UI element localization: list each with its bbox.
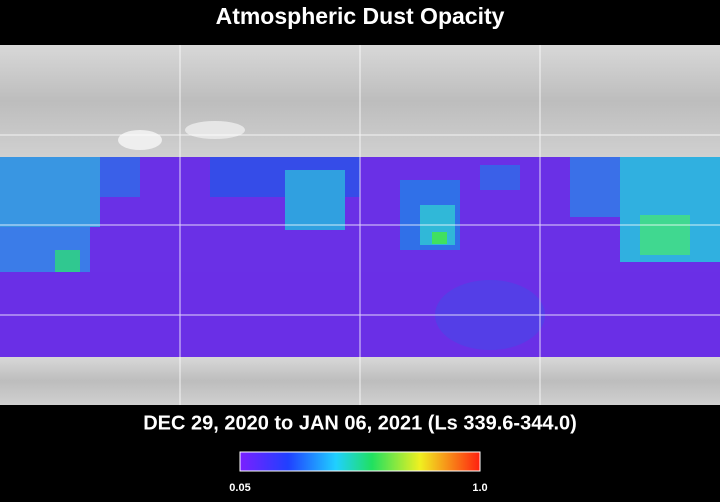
map [0, 45, 720, 405]
dust-patch [55, 250, 80, 272]
dust-patch [432, 232, 447, 244]
colorbar [239, 451, 481, 472]
dust-patch [100, 157, 140, 197]
colorbar-tick-label: 1.0 [472, 482, 487, 494]
title: Atmospheric Dust Opacity [216, 3, 505, 29]
dust-patch [480, 165, 520, 190]
date-range: DEC 29, 2020 to JAN 06, 2021 (Ls 339.6-3… [143, 412, 577, 434]
terrain-feature [185, 121, 245, 139]
colorbar-ticks: 0.05 1.0 [229, 482, 487, 494]
dust-patch [0, 157, 100, 227]
colorbar-tick-label: 0.05 [229, 482, 250, 494]
dust-patch [285, 170, 345, 230]
terrain-feature [118, 130, 162, 150]
graticule [0, 45, 720, 405]
dust-patch [640, 215, 690, 255]
